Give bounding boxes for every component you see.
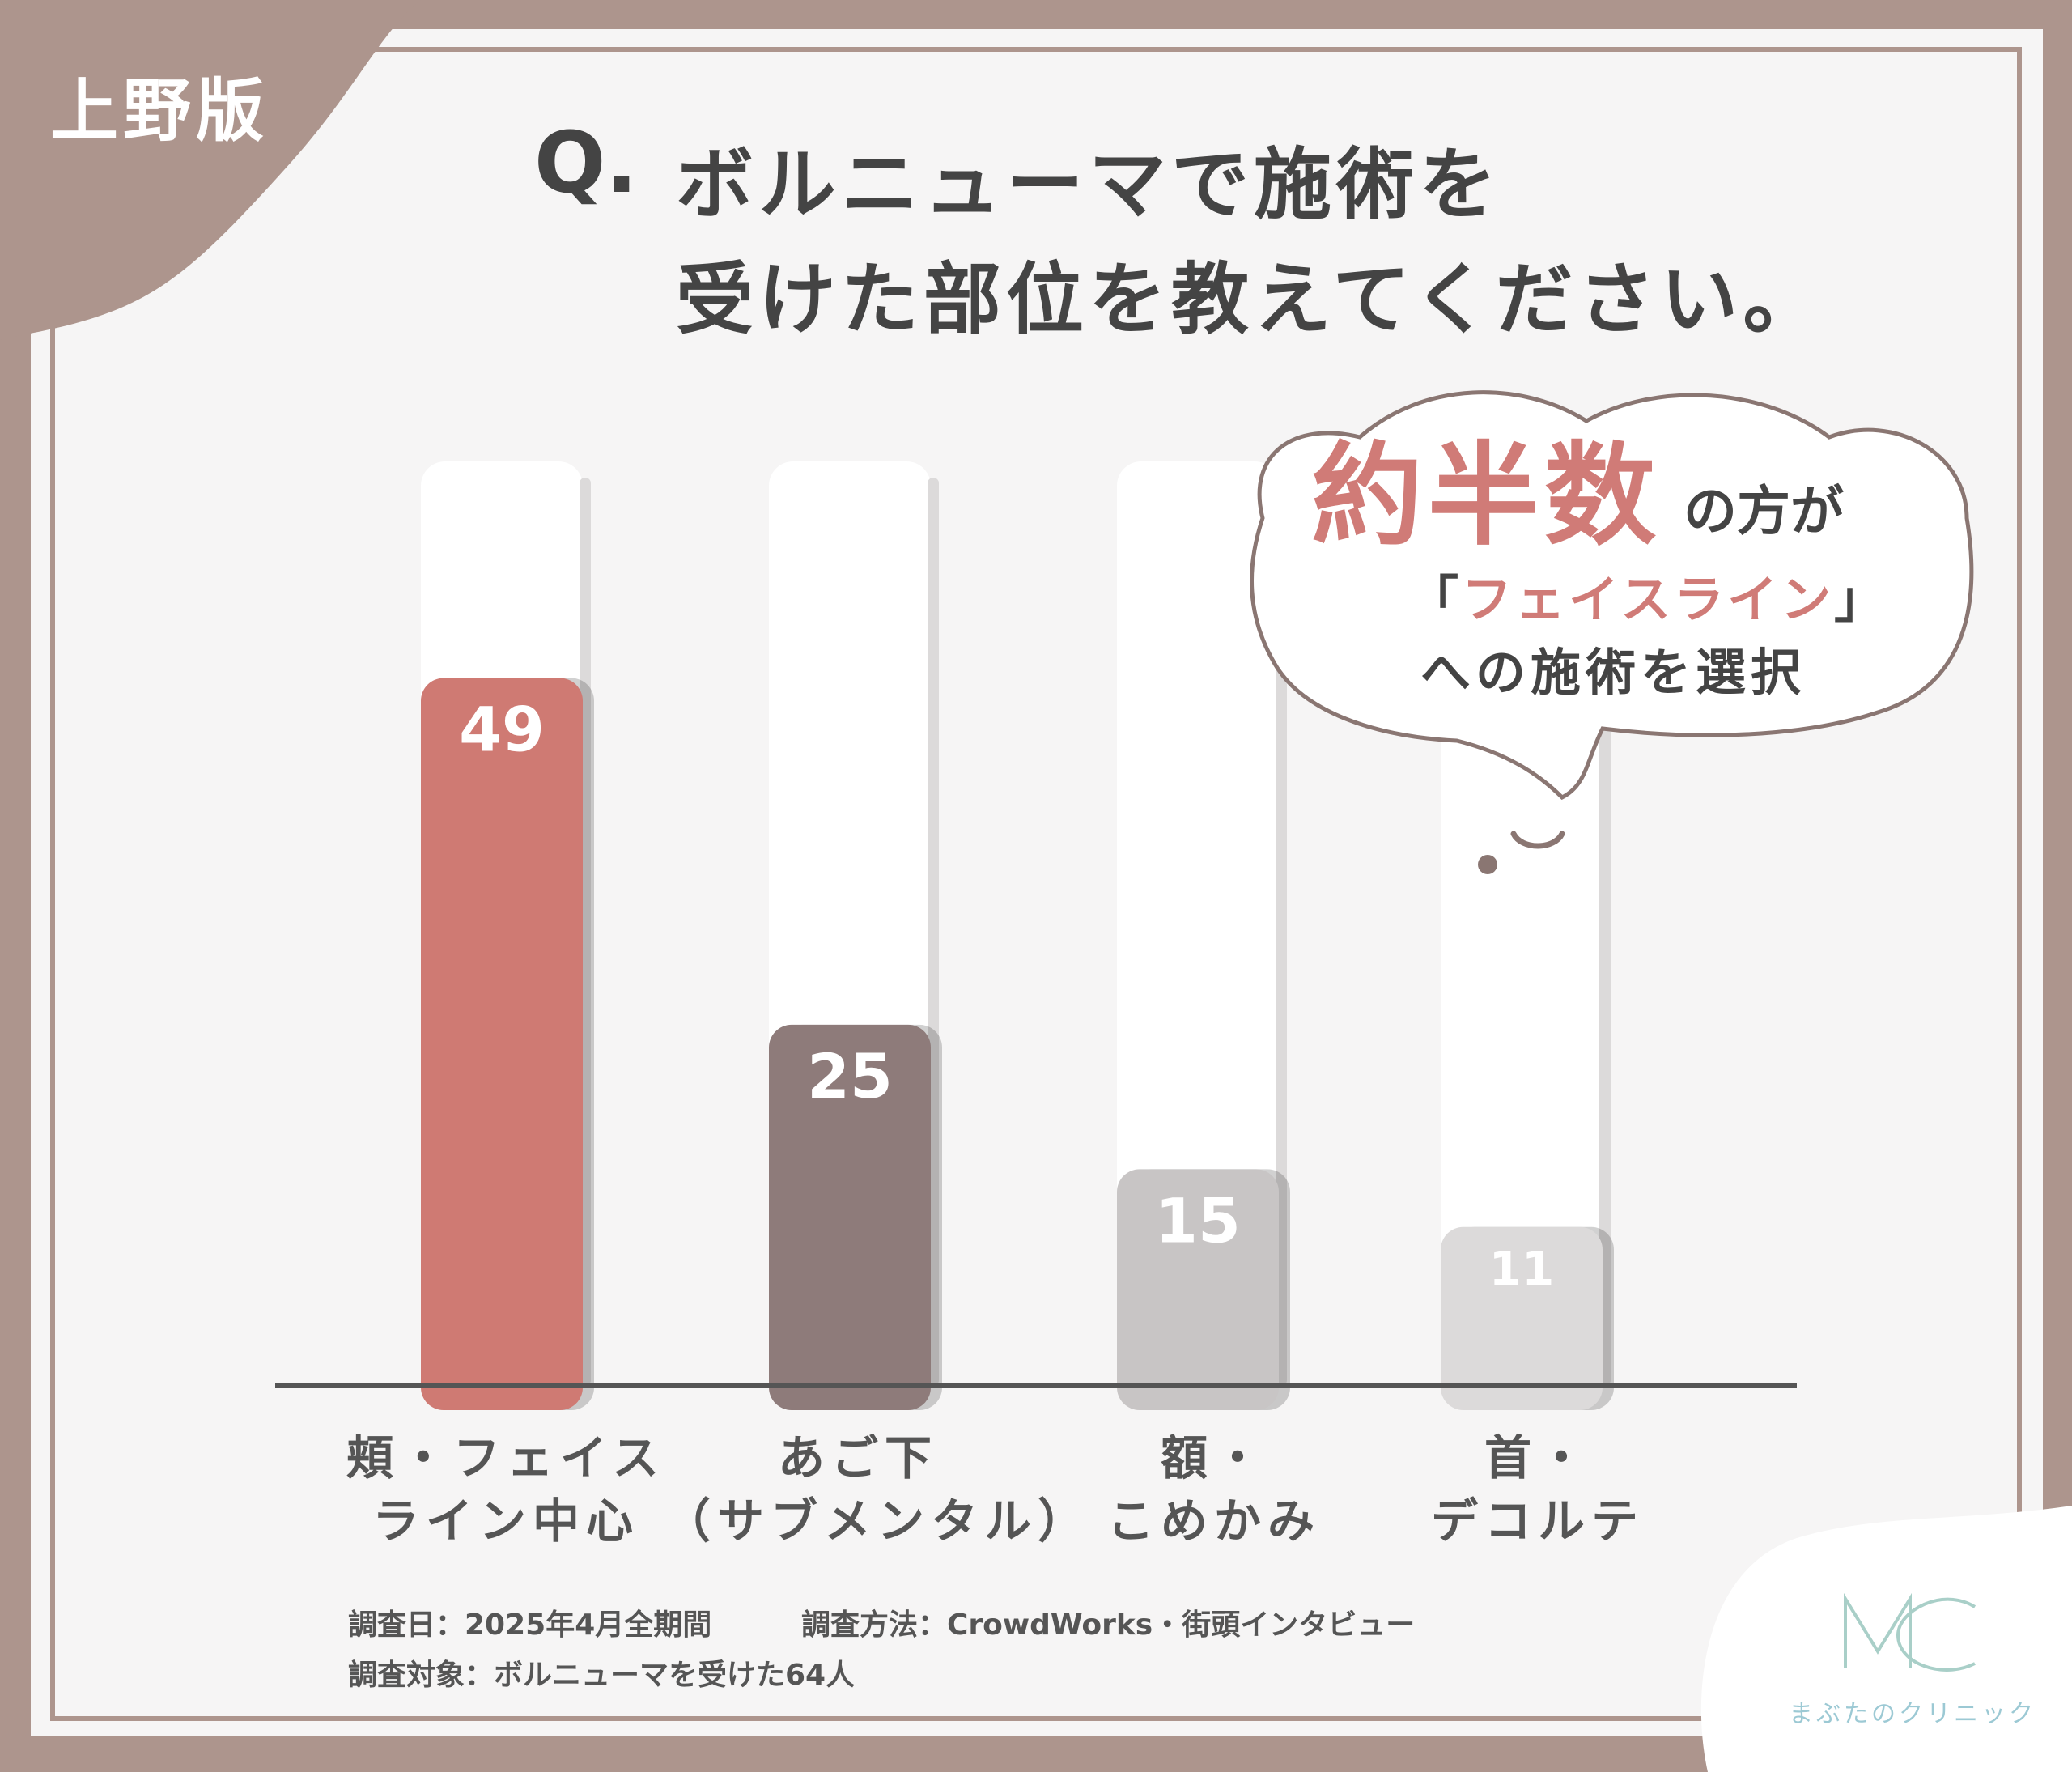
category-label-1-line-1: 頬・フェイス	[346, 1430, 666, 1485]
bar-2	[769, 1024, 931, 1410]
clinic-logo-text: まぶたのクリニック	[1789, 1700, 2036, 1728]
callout-accent: フェイスライン	[1462, 570, 1835, 629]
clinic-logo-icon	[1844, 1592, 1976, 1672]
bars: 49 25 15 11	[421, 678, 1614, 1410]
bubble-drip-1	[1510, 831, 1565, 849]
card-frame	[31, 29, 2043, 1736]
bracket-open: 「	[1408, 570, 1463, 629]
category-label-1: 頬・フェイス ライン中心	[312, 1426, 700, 1553]
category-label-4-line-1: 首・	[1484, 1430, 1591, 1485]
category-label-3-line-2: こめかみ	[1106, 1494, 1321, 1549]
callout-suffix: の方が	[1684, 480, 1844, 542]
footnote-target: 調査対象：ボルニューマを受けた64人	[348, 1659, 856, 1692]
category-label-2: あご下 （サブメンタル）	[664, 1426, 1092, 1553]
category-label-3: 額・ こめかみ	[1020, 1426, 1408, 1553]
category-label-4: 首・ デコルテ	[1344, 1426, 1732, 1553]
column-track-shadow-3	[1276, 478, 1287, 1386]
bar-value-label-1: 49	[459, 694, 545, 766]
category-label-4-line-2: デコルテ	[1430, 1494, 1645, 1549]
question-line-1: ボルニューマで施術を	[676, 139, 1501, 230]
category-label-1-line-2: ライン中心	[372, 1494, 639, 1549]
footnote-date: 調査日：2025年4月全期間	[348, 1608, 712, 1642]
corner-blob	[0, 0, 421, 340]
bar-value-label-2: 25	[807, 1040, 893, 1112]
question-line-2: 受けた部位を教えてください。	[676, 254, 1826, 345]
callout-highlight: 約半数	[1311, 431, 1662, 561]
category-label-2-line-1: あご下	[777, 1430, 938, 1485]
bar-1	[421, 678, 583, 1410]
bar-4	[1441, 1226, 1603, 1410]
category-label-3-line-1: 額・	[1160, 1430, 1267, 1485]
bar-value-label-3: 15	[1155, 1184, 1241, 1256]
bar-value-label-4: 11	[1489, 1242, 1555, 1297]
question-mark-label: Q.	[534, 113, 638, 212]
speech-bubble	[1249, 390, 1974, 801]
bubble-drip-2	[1478, 855, 1497, 874]
bar-3	[1117, 1169, 1279, 1410]
footnote-method: 調査方法：CrowdWorks・街頭インタビュー	[801, 1608, 1416, 1642]
column-track-3	[1117, 461, 1279, 1386]
region-tag: 上野版	[50, 71, 270, 151]
card-inner-border	[50, 47, 2022, 1721]
callout-line-2: 「フェイスライン」	[1408, 559, 1887, 631]
bracket-close: 」	[1834, 570, 1888, 629]
callout-line-3: への施術を選択	[1420, 643, 1807, 702]
category-label-2-line-2: （サブメンタル）	[664, 1494, 1092, 1549]
